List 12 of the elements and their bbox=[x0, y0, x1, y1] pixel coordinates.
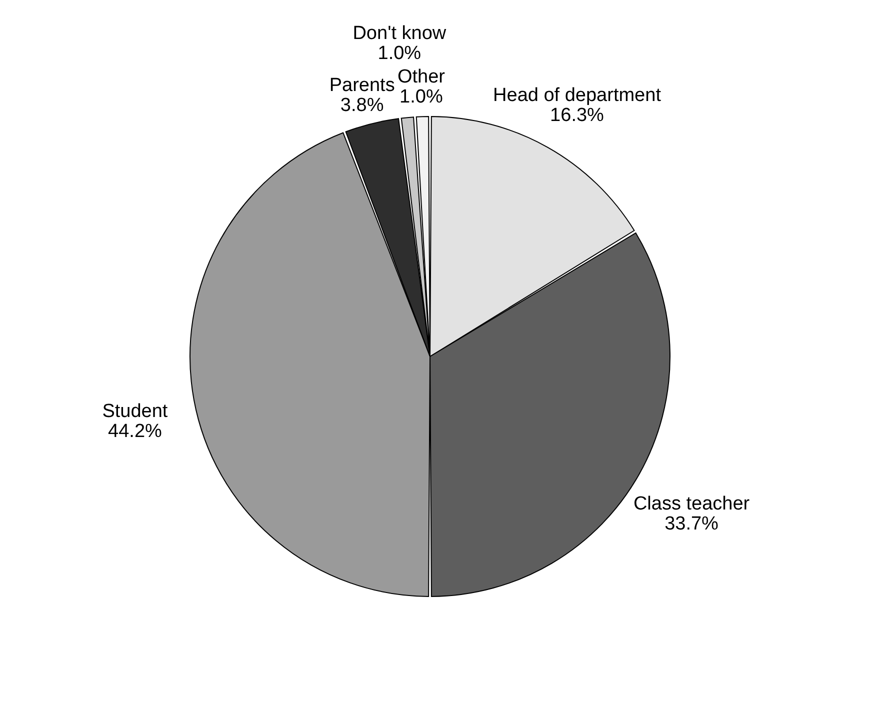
slice-label: Student bbox=[102, 400, 168, 422]
data-label: 3.8% bbox=[340, 94, 384, 116]
data-label: 1.0% bbox=[378, 42, 422, 64]
slice-label: Don't know bbox=[352, 22, 446, 44]
slice-label: Parents bbox=[329, 74, 395, 96]
slice-label: Other bbox=[397, 66, 446, 88]
data-label: 33.7% bbox=[664, 513, 719, 534]
slice-label: Head of department bbox=[493, 84, 662, 106]
data-label: 16.3% bbox=[550, 104, 604, 126]
data-label: 44.2% bbox=[108, 420, 162, 442]
data-label: 1.0% bbox=[400, 86, 443, 108]
slice-label: Class teacher bbox=[633, 493, 750, 514]
